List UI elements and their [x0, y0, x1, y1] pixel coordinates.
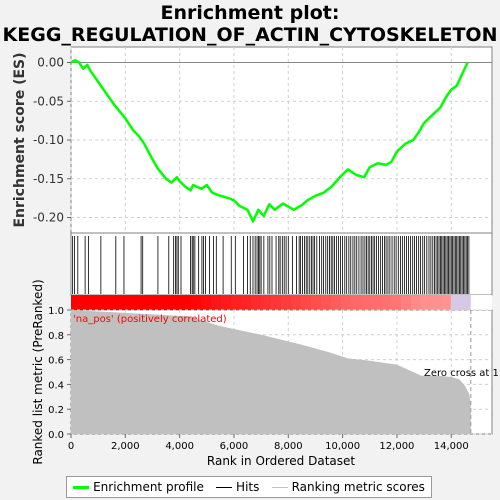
- legend-item-hits: Hits: [216, 480, 259, 494]
- legend-swatch-ranking-metric: [271, 486, 288, 488]
- heatmap-segment: [310, 295, 322, 310]
- heatmap-segment: [360, 295, 372, 310]
- rank-y-tick-label: 0.2: [48, 405, 64, 416]
- heatmap-segment: [190, 295, 202, 310]
- heatmap-segment: [160, 295, 172, 310]
- es-y-axis-label: Enrichment score (ES): [12, 52, 28, 227]
- heatmap-segment: [230, 295, 242, 310]
- rank-x-tick-label: 14,000: [434, 441, 469, 452]
- heatmap-segment: [340, 295, 352, 310]
- heatmap-segment: [110, 295, 122, 310]
- legend-item-enrichment-profile: Enrichment profile: [73, 480, 204, 494]
- rank-x-axis-label: Rank in Ordered Dataset: [207, 454, 355, 468]
- heatmap-segment: [320, 295, 332, 310]
- es-line-group: [71, 58, 469, 223]
- rank-heatmap-bar: [71, 295, 492, 310]
- heatmap-segment: [120, 295, 132, 310]
- rank-x-tick-label: 12,000: [379, 441, 414, 452]
- heatmap-segment: [440, 295, 452, 310]
- es-y-ticks: 0.00 -0.05 -0.10 -0.15 -0.20: [33, 56, 71, 225]
- title-line-2: KEGG_REGULATION_OF_ACTIN_CYTOSKELETON: [2, 24, 498, 46]
- es-y-tick-label: -0.05: [33, 94, 64, 108]
- heatmap-segment: [100, 295, 112, 310]
- legend-label-hits: Hits: [236, 480, 260, 494]
- heatmap-segment: [220, 295, 232, 310]
- rank-y-tick-label: 0.8: [48, 331, 64, 342]
- enrichment-profile-line: [71, 58, 469, 223]
- heatmap-segment: [400, 295, 412, 310]
- heatmap-segment: [130, 295, 142, 310]
- ranking-metric-area: [71, 310, 471, 434]
- heatmap-segment: [370, 295, 382, 310]
- legend-label-ranking-metric: Ranking metric scores: [291, 480, 425, 494]
- heatmap-segment: [420, 295, 432, 310]
- es-y-tick-label: 0.00: [37, 56, 64, 70]
- rank-x-tick-label: 0: [68, 441, 74, 452]
- legend-swatch-hits: [216, 486, 233, 488]
- legend-swatch-enrichment-profile: [73, 485, 90, 489]
- rank-y-tick-label: 0.4: [48, 380, 64, 391]
- heatmap-segment: [250, 295, 262, 310]
- rank-x-tick-label: 4,000: [165, 441, 194, 452]
- rank-ticks: 0.0 0.2 0.4 0.6 0.8 1.0 0 2,000 4,000 6,000 8,000 1…: [48, 306, 472, 452]
- rank-y-tick-label: 1.0: [48, 306, 64, 317]
- es-y-tick-label: -0.15: [33, 172, 64, 186]
- heatmap-segment: [430, 295, 442, 310]
- heatmap-segment: [200, 295, 212, 310]
- rank-x-tick-label: 2,000: [111, 441, 140, 452]
- heatmap-segment: [380, 295, 392, 310]
- rank-x-tick-label: 8,000: [274, 441, 303, 452]
- rank-y-tick-label: 0.0: [48, 430, 64, 441]
- chart-title: Enrichment plot: KEGG_REGULATION_OF_ACTI…: [0, 2, 500, 46]
- heatmap-segment: [450, 295, 462, 310]
- heatmap-segment: [170, 295, 182, 310]
- heatmap-segment: [240, 295, 252, 310]
- heatmap-segment: [260, 295, 272, 310]
- heatmap-segment: [90, 295, 102, 310]
- heatmap-segment: [330, 295, 342, 310]
- heatmap-segment: [280, 295, 292, 310]
- heatmap-segment: [270, 295, 282, 310]
- heatmap-segment: [140, 295, 152, 310]
- heatmap-empty: [470, 295, 492, 310]
- title-line-1: Enrichment plot:: [160, 2, 340, 24]
- es-y-tick-label: -0.10: [33, 133, 64, 147]
- heatmap-segment: [80, 295, 92, 310]
- heatmap-segment: [290, 295, 302, 310]
- rank-x-tick-label: 6,000: [220, 441, 249, 452]
- legend-label-enrichment-profile: Enrichment profile: [93, 480, 204, 494]
- zero-cross-annotation: Zero cross at 1: [424, 368, 499, 379]
- heatmap-segment: [350, 295, 362, 310]
- rank-y-tick-label: 0.6: [48, 356, 64, 367]
- heatmap-segment: [210, 295, 222, 310]
- rank-fill-group: [71, 310, 471, 434]
- heatmap-segment: [460, 295, 472, 310]
- heatmap-segment: [71, 295, 82, 310]
- legend-item-ranking-metric: Ranking metric scores: [271, 480, 425, 494]
- heatmap-segment: [300, 295, 312, 310]
- heatmap-segment: [150, 295, 162, 310]
- legend: Enrichment profile Hits Ranking metric s…: [66, 476, 432, 498]
- hits-group: [72, 236, 470, 294]
- rank-y-axis-label: Ranked list metric (PreRanked): [31, 279, 45, 464]
- heatmap-segment: [410, 295, 422, 310]
- es-y-tick-label: -0.20: [33, 211, 64, 225]
- heatmap-segment: [390, 295, 402, 310]
- positive-correlation-annotation: 'na_pos' (positively correlated): [73, 314, 227, 325]
- rank-x-tick-label: 10,000: [325, 441, 360, 452]
- heatmap-segment: [180, 295, 192, 310]
